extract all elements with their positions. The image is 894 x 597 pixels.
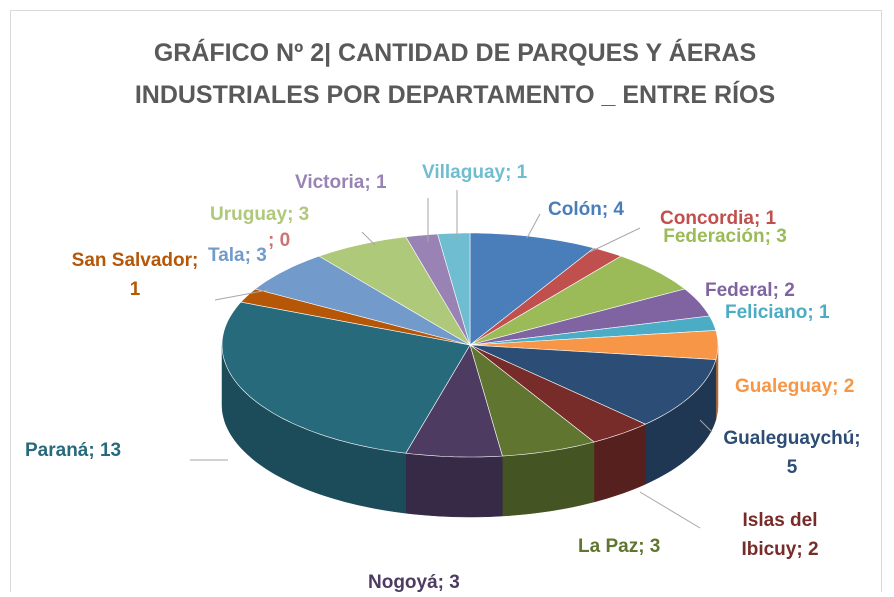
data-label: ; 0: [268, 230, 291, 251]
slice: [254, 255, 471, 346]
data-label: Feliciano; 1: [725, 302, 830, 323]
slice: [221, 301, 471, 454]
data-label: Uruguay; 3: [210, 204, 310, 225]
slice: [405, 233, 471, 346]
data-label: Nogoyá; 3: [368, 572, 460, 593]
data-label: Gualeguaychú; 5: [723, 428, 861, 478]
leader-line: [589, 227, 641, 253]
data-label: Paraná; 13: [25, 440, 122, 461]
leader-line: [361, 231, 376, 246]
chart-title: GRÁFICO Nº 2| CANTIDAD DE PARQUES Y ÁERA…: [134, 39, 776, 109]
data-label: Federación; 3: [663, 226, 787, 247]
slice: [469, 344, 647, 443]
slice: [469, 247, 622, 346]
slice: [240, 288, 471, 346]
data-label: Victoria; 1: [295, 172, 387, 193]
data-label: Gualeguay; 2: [735, 376, 855, 397]
slice: [469, 288, 710, 346]
data-label: Colón; 4: [548, 199, 624, 220]
slice: [469, 232, 595, 346]
chart-frame: [10, 10, 882, 592]
data-label: Federal; 2: [705, 280, 795, 301]
slice: [405, 344, 503, 458]
slice: [469, 344, 717, 425]
slice: [437, 232, 471, 346]
leader-line: [526, 213, 541, 239]
data-label: San Salvador; 1: [71, 250, 199, 300]
slice: [469, 344, 595, 457]
leader-line: [214, 289, 269, 301]
leader-line: [699, 419, 713, 433]
leader-line: [639, 491, 701, 529]
slice: [469, 255, 686, 346]
data-label: Concordia; 1: [660, 208, 777, 229]
slice: [469, 315, 717, 346]
data-label: La Paz; 3: [578, 536, 661, 557]
slice: [469, 330, 719, 360]
slice: [318, 236, 471, 346]
data-label: Islas del Ibicuy; 2: [741, 510, 819, 560]
data-label: Tala; 3: [208, 245, 267, 266]
data-label: Villaguay; 1: [422, 162, 528, 183]
slice-side: [405, 452, 503, 518]
